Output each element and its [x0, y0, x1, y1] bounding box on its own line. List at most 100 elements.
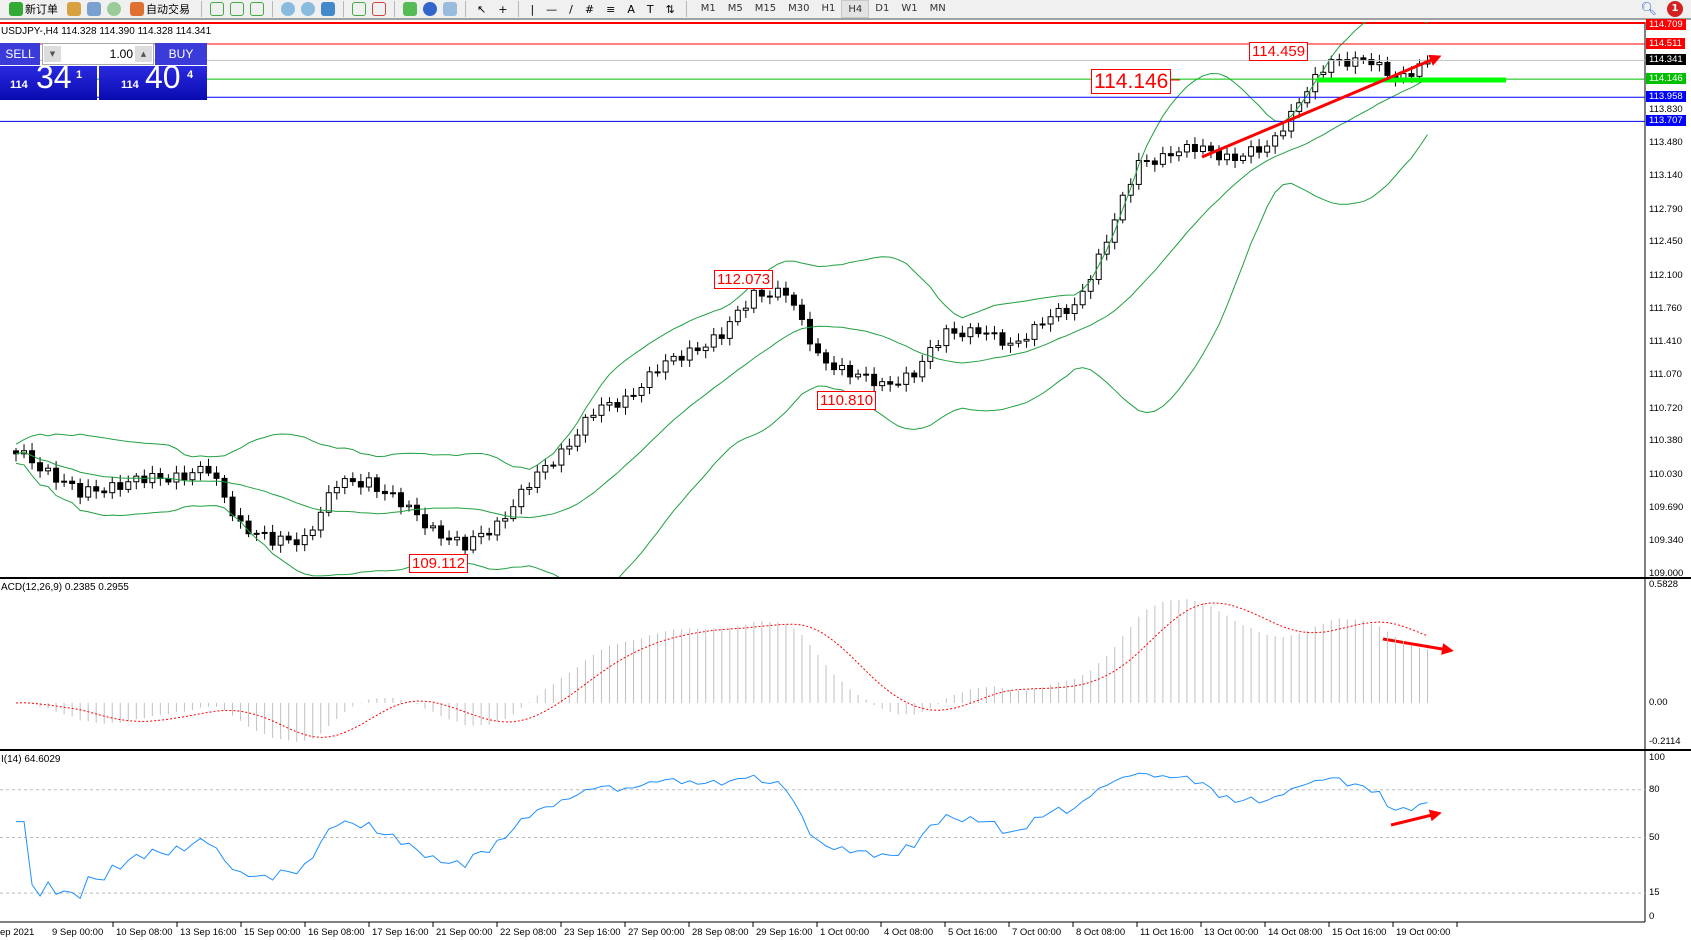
macd-axis-label: 0.00	[1649, 697, 1668, 708]
timeframe-mn[interactable]: MN	[929, 3, 946, 14]
bull-candle	[1047, 316, 1054, 325]
price-level-label: 113.958	[1646, 91, 1686, 103]
bull-candle	[582, 416, 589, 436]
text-icon[interactable]: A	[627, 2, 635, 16]
bull-candle	[919, 360, 926, 378]
price-tick-label: 110.380	[1649, 435, 1683, 447]
price-annotation[interactable]: 114.459	[1249, 42, 1309, 61]
timeframe-h4[interactable]: H4	[841, 0, 870, 18]
arrows-icon[interactable]: ⇅	[665, 2, 675, 16]
separator	[518, 1, 520, 17]
sell-price-button[interactable]: 114 34 1	[0, 59, 97, 100]
auto-trading-button[interactable]: 自动交易	[127, 0, 193, 18]
bollinger-lower	[15, 134, 1428, 577]
horizontal-line-icon[interactable]: —	[546, 2, 558, 16]
bull-candle	[478, 532, 485, 538]
terminal-icon[interactable]	[87, 2, 101, 16]
candles	[13, 51, 1431, 558]
timeframe-m15[interactable]: M15	[754, 3, 777, 14]
zoom-out-icon[interactable]	[301, 2, 315, 16]
time-axis-label: 16 Sep 08:00	[308, 927, 365, 938]
bull-candle	[1087, 279, 1094, 292]
bull-candle	[622, 395, 629, 408]
timeframe-d1[interactable]: D1	[875, 3, 890, 14]
equidistant-channel-icon[interactable]: #	[584, 2, 595, 16]
tile-windows-icon[interactable]	[321, 2, 335, 16]
fibonacci-icon[interactable]: ≡	[606, 2, 616, 16]
timeframe-m1[interactable]: M1	[700, 3, 716, 14]
buy-price-button[interactable]: 114 40 4	[99, 59, 207, 100]
signals-icon[interactable]	[107, 2, 121, 16]
bear-candle	[486, 532, 493, 536]
bear-candle	[895, 383, 902, 386]
bull-candle	[534, 471, 541, 488]
timeframe-h1[interactable]: H1	[821, 3, 836, 14]
sell-button[interactable]: SELL	[0, 43, 40, 65]
time-axis-label: 19 Oct 00:00	[1396, 927, 1451, 938]
lot-input[interactable]	[63, 46, 133, 62]
bull-candle	[253, 532, 260, 535]
bull-candle	[325, 492, 332, 513]
search-icon[interactable]: 🔍︎	[1640, 1, 1657, 17]
price-annotation[interactable]: 114.146	[1091, 69, 1172, 94]
auto-trading-icon	[130, 2, 144, 16]
price-annotation[interactable]: 109.112	[409, 554, 469, 573]
price-annotation[interactable]: 112.073	[714, 270, 774, 289]
notification-badge[interactable]: 1	[1667, 1, 1683, 17]
bull-candle	[1159, 153, 1166, 165]
crosshair-icon[interactable]: +	[498, 2, 508, 16]
autoscroll-icon[interactable]	[352, 2, 366, 16]
lot-decrease-button[interactable]: ▼	[44, 46, 61, 62]
candlestick-icon[interactable]	[230, 2, 244, 16]
buy-price-pip: 4	[187, 69, 194, 81]
bull-candle	[935, 345, 942, 349]
one-click-trading-panel: SELL ▼ ▲ BUY 114 34 1 114 40 4	[0, 43, 207, 100]
timeframe-w1[interactable]: W1	[901, 3, 918, 14]
lot-size-stepper[interactable]: ▼ ▲	[42, 43, 154, 65]
bull-candle	[943, 328, 950, 347]
zoom-in-icon[interactable]	[281, 2, 295, 16]
bull-candle	[1248, 146, 1255, 157]
separator	[465, 1, 466, 17]
periods-clock-icon[interactable]	[423, 2, 437, 16]
text-label-icon[interactable]: T	[646, 2, 654, 16]
bear-candle	[911, 372, 918, 378]
bull-candle	[638, 386, 645, 396]
bear-candle	[863, 373, 870, 376]
time-axis-label: 27 Sep 00:00	[628, 927, 685, 938]
bar-chart-icon[interactable]	[210, 2, 224, 16]
bear-candle	[101, 490, 108, 494]
bull-candle	[1224, 153, 1231, 161]
bull-candle	[734, 309, 741, 323]
metaeditor-icon[interactable]	[67, 2, 81, 16]
bollinger-upper	[15, 22, 1428, 470]
new-order-button[interactable]: 新订单	[6, 0, 61, 18]
bull-candle	[518, 488, 525, 508]
bull-candle	[1312, 74, 1319, 93]
bull-candle	[125, 481, 132, 490]
time-axis-label: 22 Sep 08:00	[500, 927, 557, 938]
timeframe-m5[interactable]: M5	[727, 3, 743, 14]
lot-increase-button[interactable]: ▲	[135, 46, 152, 62]
bull-candle	[1240, 155, 1247, 161]
price-level-label: 114.341	[1646, 54, 1686, 66]
timeframe-m30[interactable]: M30	[788, 3, 810, 14]
bull-candle	[750, 289, 757, 309]
chart-shift-icon[interactable]	[372, 2, 386, 16]
bear-candle	[77, 483, 84, 498]
cursor-icon[interactable]: ↖	[477, 2, 487, 16]
time-axis-label: 29 Sep 16:00	[756, 927, 813, 938]
line-chart-icon[interactable]	[250, 2, 264, 16]
bull-candle	[726, 321, 733, 339]
templates-icon[interactable]	[443, 2, 457, 16]
trendline-icon[interactable]: /	[569, 2, 573, 16]
bear-candle	[798, 304, 805, 320]
buy-button[interactable]: BUY	[155, 43, 207, 65]
price-annotation[interactable]: 110.810	[817, 391, 877, 410]
indicators-icon[interactable]	[403, 2, 417, 16]
bear-candle	[766, 295, 773, 298]
vertical-line-icon[interactable]: |	[530, 2, 535, 16]
bull-candle	[662, 360, 669, 373]
price-level-label: 114.511	[1646, 38, 1685, 50]
